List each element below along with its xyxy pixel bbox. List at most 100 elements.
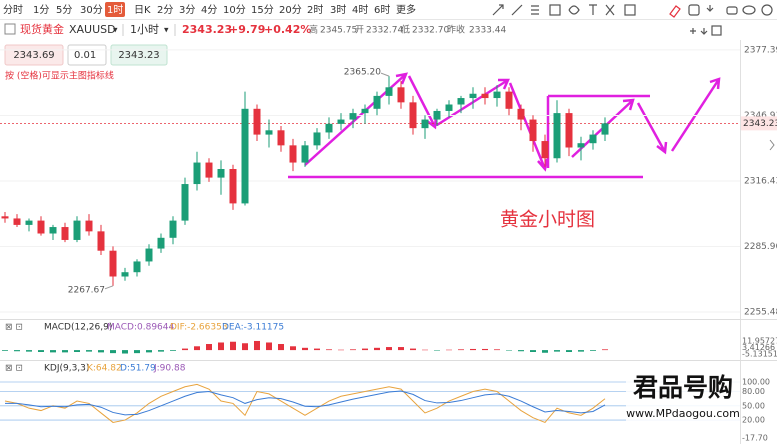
last-price-label: 2343.23 (743, 119, 777, 129)
scroll-handle[interactable] (769, 139, 775, 151)
candle-body (37, 220, 45, 234)
candle-body (505, 91, 513, 109)
symbol-name[interactable]: 现货黄金 (20, 22, 64, 36)
tool-box[interactable] (624, 4, 636, 16)
tool-arrow[interactable] (492, 4, 504, 16)
y-tick-label: 2316.43 (744, 176, 777, 186)
macd-bar (134, 350, 140, 354)
symbol-icon[interactable] (4, 23, 16, 35)
candle-body (481, 93, 489, 99)
macd-bar (446, 349, 452, 351)
candle-body (289, 145, 297, 163)
candle-body (265, 130, 273, 135)
macd-value: MACD:0.89644 (107, 323, 175, 333)
period-button[interactable]: 1分 (33, 4, 49, 16)
j-value: J:90.88 (153, 364, 186, 374)
y-tick-label: 80.00 (742, 387, 765, 396)
candle-body (493, 91, 501, 99)
period-button[interactable]: 5分 (56, 4, 72, 16)
sell-price[interactable]: 2343.69 (13, 50, 54, 61)
macd-bar (194, 346, 200, 351)
period-select[interactable]: 1小时 (130, 23, 159, 36)
period-button[interactable]: 4分 (201, 4, 217, 16)
watermark-url: www.MPdaogou.com (626, 407, 740, 420)
period-button[interactable]: 2时 (307, 4, 323, 16)
macd-bar (230, 341, 236, 351)
period-button[interactable]: 6时 (374, 4, 390, 16)
symbol-code[interactable]: XAUUSD (69, 23, 116, 36)
macd-bar (302, 347, 308, 351)
tool-text[interactable] (589, 4, 597, 15)
period-button[interactable]: 1时 (107, 4, 123, 16)
candle-body (253, 108, 261, 135)
chart-zoom[interactable] (711, 25, 722, 36)
buy-price[interactable]: 2343.23 (118, 50, 159, 61)
tool-fib[interactable] (605, 4, 615, 16)
prev-close-label: 昨收 (447, 24, 465, 36)
macd-bar (350, 349, 356, 351)
period-selected-bg (105, 2, 125, 17)
period-button[interactable]: 4时 (352, 4, 368, 16)
tool-settings[interactable] (761, 4, 773, 16)
candle-body (565, 113, 573, 148)
prev-close-value: 2333.44 (469, 26, 506, 36)
candle-body (541, 141, 549, 159)
candle-body (553, 113, 561, 159)
tool-lock[interactable] (726, 6, 738, 15)
tool-line[interactable] (511, 4, 523, 16)
panel-toggle[interactable]: ⊠ ⊡ (5, 364, 23, 374)
hint-text: 按 (空格)可显示主图指标线 (5, 70, 114, 82)
lot-value[interactable]: 0.01 (74, 50, 96, 61)
chart-caption: 黄金小时图 (500, 209, 595, 231)
price-annotation: 2365.20 (344, 68, 381, 78)
period-button[interactable]: 更多 (396, 3, 416, 16)
low-label: 低 (401, 24, 410, 36)
y-tick-label: 2377.39 (744, 45, 777, 55)
period-button[interactable]: 分时 (3, 4, 23, 16)
macd-bar (74, 350, 80, 352)
dropdown-arrow[interactable]: ▾ (113, 26, 118, 36)
candle-body (445, 104, 453, 111)
kdj-d-line (5, 390, 606, 416)
kdj-title: KDJ(9,3,3) (44, 364, 89, 374)
period-button[interactable]: 3时 (330, 4, 346, 16)
period-button[interactable]: 3分 (179, 4, 195, 16)
tool-curve[interactable] (568, 5, 580, 15)
macd-bar (2, 350, 8, 351)
tool-eraser[interactable] (688, 4, 700, 16)
period-button[interactable]: 15分 (251, 4, 274, 16)
price-change: +9.79 (229, 23, 265, 36)
period-button[interactable]: 日K (134, 5, 151, 16)
dropdown-arrow[interactable]: ▾ (164, 26, 169, 36)
panel-toggle[interactable]: ⊠ ⊡ (5, 323, 23, 333)
period-button[interactable]: 2分 (157, 4, 173, 16)
candle-body (349, 113, 357, 120)
candle-body (229, 169, 237, 204)
macd-bar (182, 348, 188, 351)
candle-body (517, 108, 525, 120)
tool-magnet[interactable] (706, 5, 714, 12)
period-button[interactable]: 10分 (223, 4, 246, 16)
macd-bar (494, 349, 500, 351)
tool-channel[interactable] (531, 5, 539, 15)
macd-bar (542, 350, 548, 353)
price-change-pct: +0.42% (264, 23, 311, 36)
draw-tools[interactable] (492, 4, 773, 36)
candle-body (1, 216, 9, 219)
chart-options[interactable] (690, 28, 708, 35)
y-tick-label: 3.41266 (742, 343, 775, 352)
candle-body (73, 220, 81, 240)
candle-body (145, 248, 153, 262)
y-tick-label: -5.13151 (742, 350, 777, 359)
macd-bar (206, 344, 212, 351)
tool-eye[interactable] (742, 5, 756, 15)
period-button[interactable]: 20分 (279, 4, 302, 16)
candle-body (589, 134, 597, 144)
period-button[interactable]: 30分 (80, 4, 103, 16)
candle-body (61, 227, 69, 240)
macd-bar (482, 348, 488, 351)
candle-body (205, 162, 213, 178)
tool-rect[interactable] (549, 4, 561, 16)
tool-edit[interactable] (669, 5, 681, 18)
